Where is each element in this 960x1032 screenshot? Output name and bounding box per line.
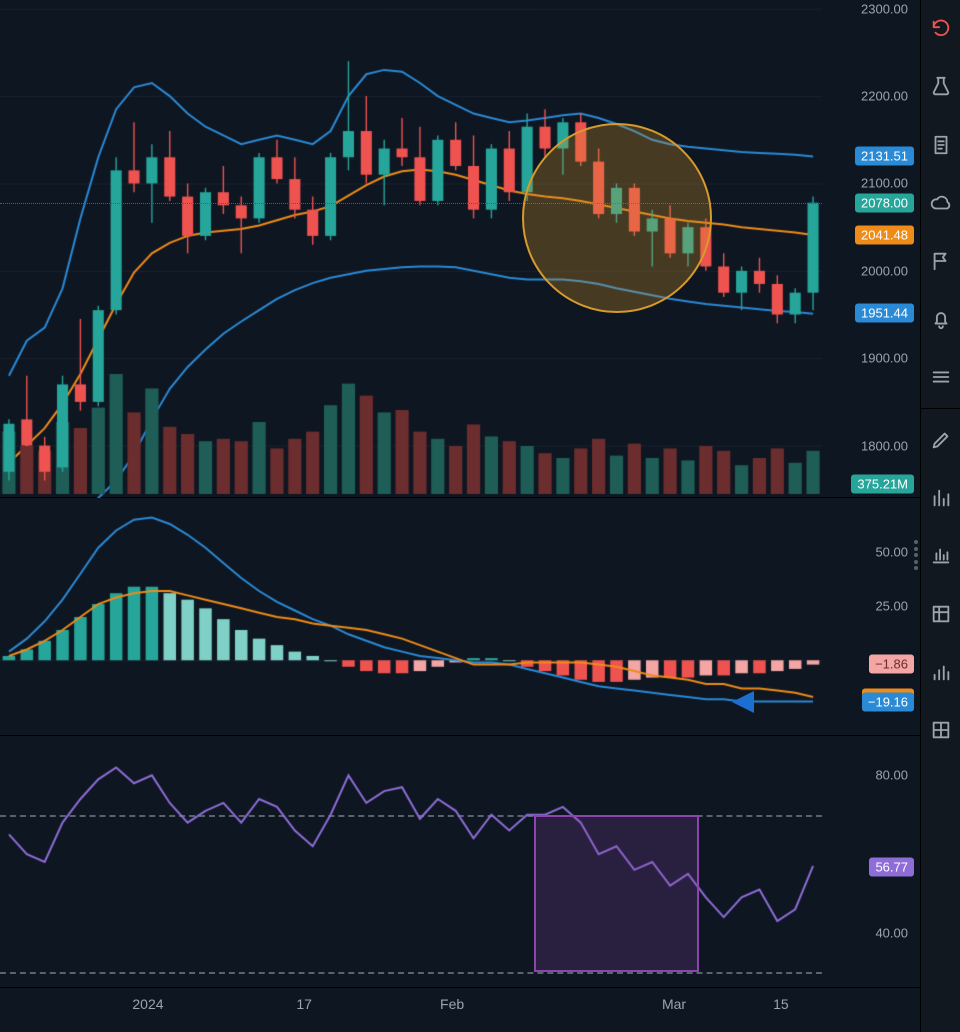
time-tick: 15 (773, 996, 789, 1012)
price-y-axis[interactable]: 2300.00 2200.00 2100.00 2000.00 1900.00 1800.… (822, 0, 920, 497)
data-icon[interactable] (921, 585, 960, 643)
undo-icon[interactable] (921, 0, 960, 58)
tool-rail (920, 0, 960, 1032)
cloud-icon[interactable] (921, 174, 960, 232)
pencil-icon[interactable] (921, 411, 960, 469)
bell-icon[interactable] (921, 290, 960, 348)
flask-icon[interactable] (921, 58, 960, 116)
candlestick-canvas (0, 0, 822, 498)
bars-icon[interactable] (921, 469, 960, 527)
time-tick: 17 (296, 996, 312, 1012)
chart-icon[interactable] (921, 527, 960, 585)
axis-tick-label: 25.00 (875, 599, 908, 614)
last-price-line (0, 203, 822, 204)
rsi-canvas (0, 736, 822, 988)
axis-tick-label: 2200.00 (861, 89, 908, 104)
axis-tag: −19.16 (862, 692, 914, 711)
axis-tag: 375.21M (851, 475, 914, 494)
rsi-y-axis[interactable]: 80.00 40.00 56.77 (822, 736, 920, 987)
axis-tag: 1951.44 (855, 304, 914, 323)
axis-tag: 2131.51 (855, 146, 914, 165)
axis-tick-label: 2300.00 (861, 1, 908, 16)
time-tick: Feb (440, 996, 464, 1012)
axis-tick-label: 80.00 (875, 768, 908, 783)
macd-y-axis[interactable]: 50.0025.00−1.86−17.30−19.16 (822, 498, 920, 735)
grid-icon[interactable] (921, 701, 960, 759)
rsi-pane[interactable]: 80.00 40.00 56.77 (0, 736, 920, 988)
stack-icon[interactable] (921, 348, 960, 406)
notes-icon[interactable] (921, 116, 960, 174)
time-axis[interactable]: 2024 17 Feb Mar 15 (0, 988, 822, 1032)
macd-canvas (0, 498, 822, 736)
time-tick: 2024 (132, 996, 163, 1012)
axis-tag: 2041.48 (855, 225, 914, 244)
axis-tick-label: 2000.00 (861, 263, 908, 278)
price-pane[interactable]: 2300.00 2200.00 2100.00 2000.00 1900.00 1800.… (0, 0, 920, 498)
axis-tick-label: 40.00 (875, 925, 908, 940)
axis-tag: 2078.00 (855, 193, 914, 212)
flag-icon[interactable] (921, 232, 960, 290)
axis-tag: −1.86 (869, 655, 914, 674)
axis-tag: 56.77 (869, 857, 914, 876)
pane-resize-grip[interactable] (912, 540, 920, 570)
macd-pane[interactable]: 50.0025.00−1.86−17.30−19.16 (0, 498, 920, 736)
axis-tick-label: 2100.00 (861, 176, 908, 191)
axis-tick-label: 50.00 (875, 545, 908, 560)
time-tick: Mar (662, 996, 686, 1012)
axis-tick-label: 1800.00 (861, 438, 908, 453)
signal-icon[interactable] (921, 643, 960, 701)
axis-tick-label: 1900.00 (861, 351, 908, 366)
